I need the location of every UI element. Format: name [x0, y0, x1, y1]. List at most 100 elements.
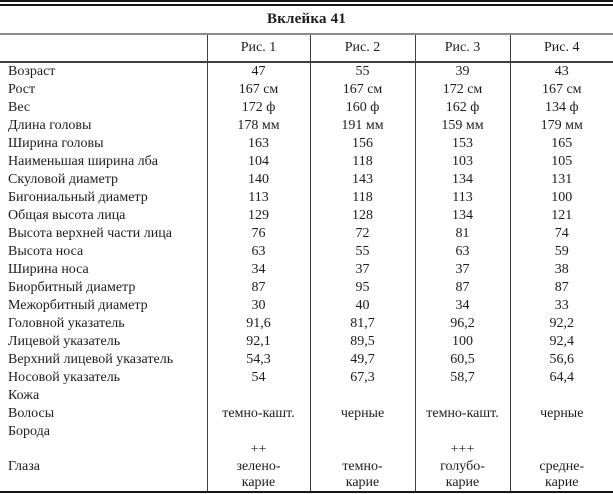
- cell-value: 129: [206, 207, 310, 225]
- row-label: Ширина носа: [8, 262, 89, 277]
- header-fig-1: Рис. 1: [206, 34, 310, 63]
- cell-value: 128: [309, 207, 415, 225]
- header-fig-3: Рис. 3: [414, 34, 510, 63]
- row-label: Бигониальный диаметр: [8, 190, 148, 205]
- cell-value: 54: [206, 369, 310, 387]
- cell-value: 118: [309, 153, 415, 171]
- cell-value: 49,7: [309, 351, 415, 369]
- row-label: Волосы: [8, 406, 55, 421]
- cell-value: 91,6: [206, 315, 310, 333]
- cell-value: 59: [509, 243, 613, 261]
- table-row: Наименьшая ширина лба 104 118 103 105: [0, 153, 613, 171]
- cell-value: 34: [414, 297, 510, 315]
- cell-value: 95: [309, 279, 415, 297]
- table-row: Верхний лицевой указатель 54,3 49,7 60,5 56,…: [0, 351, 613, 369]
- cell-value: [509, 441, 613, 459]
- table-row: Высота носа 63 55 63 59: [0, 243, 613, 261]
- row-label: Возраст: [8, 64, 56, 79]
- cell-value: 160 ф: [309, 99, 415, 117]
- cell-value: 81: [414, 225, 510, 243]
- row-label: Рост: [8, 82, 36, 97]
- row-label: Вес: [8, 100, 31, 115]
- row-label: Наименьшая ширина лба: [8, 154, 158, 169]
- table-body: Возраст 47 55 39 43 Рост 167 см 167 см 172 см 167…: [0, 62, 613, 492]
- row-label: Носовой указатель: [8, 370, 121, 385]
- cell-value: [509, 387, 613, 405]
- table-row: Рост 167 см 167 см 172 см 167 см: [0, 81, 613, 99]
- cell-value: 134: [414, 207, 510, 225]
- table-row: Межорбитный диаметр 30 40 34 33: [0, 297, 613, 315]
- cell-value: 63: [414, 243, 510, 261]
- cell-value: 55: [309, 62, 415, 81]
- cell-value: 100: [414, 333, 510, 351]
- cell-value: 37: [414, 261, 510, 279]
- cell-value: 156: [309, 135, 415, 153]
- row-label: Лицевой указатель: [8, 334, 121, 349]
- header-fig-4: Рис. 4: [509, 34, 613, 63]
- cell-value: 121: [509, 207, 613, 225]
- cell-value: темно- карие: [309, 459, 415, 492]
- cell-value: +++: [414, 441, 510, 459]
- cell-value: 47: [206, 62, 310, 81]
- cell-value: [206, 387, 310, 405]
- cell-value: 39: [414, 62, 510, 81]
- cell-value: 54,3: [206, 351, 310, 369]
- row-label: Верхний лицевой указатель: [8, 352, 174, 367]
- cell-value: 134: [414, 171, 510, 189]
- cell-value: 159 мм: [414, 117, 510, 135]
- cell-value: 118: [309, 189, 415, 207]
- table-row: Ширина носа 34 37 37 38: [0, 261, 613, 279]
- cell-value: 60,5: [414, 351, 510, 369]
- table-row: Головной указатель 91,6 81,7 96,2 92,2: [0, 315, 613, 333]
- table-row: ++ +++: [0, 441, 613, 459]
- table-row: Бигониальный диаметр 113 118 113 100: [0, 189, 613, 207]
- row-label: Скуловой диаметр: [8, 172, 119, 187]
- header-row: Рис. 1 Рис. 2 Рис. 3 Рис. 4: [0, 34, 613, 63]
- cell-value: [206, 423, 310, 441]
- cell-value: 113: [414, 189, 510, 207]
- cell-value: [309, 441, 415, 459]
- row-label: Биорбитный диаметр: [8, 280, 136, 295]
- cell-value: черные: [509, 405, 613, 423]
- cell-value: 162 ф: [414, 99, 510, 117]
- table-row: Высота верхней части лица 76 72 81 74: [0, 225, 613, 243]
- measurements-table: Рис. 1 Рис. 2 Рис. 3 Рис. 4 Возраст 47 55 3…: [0, 33, 613, 493]
- table-row: Возраст 47 55 39 43: [0, 62, 613, 81]
- table-row: Волосы темно-кашт. черные темно-кашт. черные: [0, 405, 613, 423]
- table-title: Вклейка 41: [266, 11, 347, 27]
- row-label: [0, 441, 207, 459]
- cell-value: [414, 387, 510, 405]
- cell-value: 64,4: [509, 369, 613, 387]
- cell-value: [309, 423, 415, 441]
- cell-value: 56,6: [509, 351, 613, 369]
- cell-value: 191 мм: [309, 117, 415, 135]
- cell-value: 37: [309, 261, 415, 279]
- row-label: Межорбитный диаметр: [8, 298, 148, 313]
- cell-value: 81,7: [309, 315, 415, 333]
- row-label: Глаза: [8, 459, 40, 474]
- cell-value: 43: [509, 62, 613, 81]
- cell-value: 105: [509, 153, 613, 171]
- cell-value: 163: [206, 135, 310, 153]
- cell-value: 33: [509, 297, 613, 315]
- header-fig-2: Рис. 2: [309, 34, 415, 63]
- cell-value: [509, 423, 613, 441]
- row-label: Общая высота лица: [8, 208, 126, 223]
- cell-value: 167 см: [206, 81, 310, 99]
- table-row: Носовой указатель 54 67,3 58,7 64,4: [0, 369, 613, 387]
- cell-value: 92,2: [509, 315, 613, 333]
- cell-value: 179 мм: [509, 117, 613, 135]
- cell-value: 87: [414, 279, 510, 297]
- cell-value: темно-кашт.: [414, 405, 510, 423]
- table-row: Скуловой диаметр 140 143 134 131: [0, 171, 613, 189]
- cell-value: 76: [206, 225, 310, 243]
- table-row: Ширина головы 163 156 153 165: [0, 135, 613, 153]
- cell-value: 172 ф: [206, 99, 310, 117]
- cell-value: 165: [509, 135, 613, 153]
- cell-value: 131: [509, 171, 613, 189]
- cell-value: [414, 423, 510, 441]
- cell-value: 30: [206, 297, 310, 315]
- cell-value: 58,7: [414, 369, 510, 387]
- cell-value: 167 см: [509, 81, 613, 99]
